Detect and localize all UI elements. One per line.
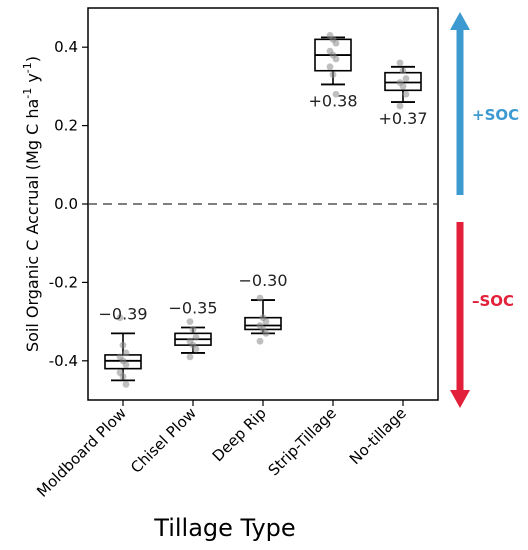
y-tick-label: -0.4	[49, 352, 78, 370]
data-point	[122, 349, 130, 357]
data-point	[122, 361, 130, 369]
x-tick-label: No-tillage	[346, 404, 410, 468]
data-point	[396, 102, 404, 110]
data-label: +0.38	[308, 91, 357, 110]
x-tick-label: Deep Rip	[209, 404, 270, 465]
data-point	[256, 337, 264, 345]
x-tick-label: Strip-Tillage	[265, 404, 340, 479]
y-axis-title: Soil Organic C Accrual (Mg C ha-1 y-1)	[21, 56, 42, 352]
soc-indicators: +SOC –SOC	[450, 12, 519, 408]
x-tick-label: Moldboard Plow	[33, 404, 130, 501]
data-point	[192, 333, 200, 341]
y-tick-label: -0.2	[49, 273, 78, 291]
data-point	[262, 318, 270, 325]
data-point	[329, 71, 337, 79]
data-point	[396, 59, 404, 67]
data-point	[399, 83, 407, 90]
data-point	[332, 39, 340, 47]
data-point	[119, 373, 127, 380]
data-point	[256, 294, 264, 302]
data-label: −0.39	[98, 304, 147, 323]
negative-soc-arrowhead	[450, 390, 470, 408]
data-point	[186, 353, 194, 361]
data-point	[402, 90, 410, 98]
negative-soc-label: –SOC	[472, 292, 514, 310]
data-point	[326, 63, 334, 71]
data-point	[332, 90, 340, 98]
data-point	[402, 75, 410, 82]
y-tick-label: 0.4	[54, 38, 78, 56]
box-group: −0.35	[168, 298, 218, 361]
data-label: −0.35	[168, 298, 217, 317]
box-group: −0.39	[98, 304, 148, 388]
y-tick-label: 0.2	[54, 117, 78, 135]
positive-soc-label: +SOC	[472, 106, 519, 124]
data-point	[122, 380, 130, 388]
data-point	[186, 318, 194, 325]
y-tick-label: 0.0	[54, 195, 78, 213]
data-point	[116, 314, 124, 322]
y-ticks: -0.4 -0.2 0.0 0.2 0.4	[49, 38, 88, 370]
positive-soc-arrowhead	[450, 12, 470, 30]
data-point	[189, 326, 197, 333]
data-point	[192, 345, 200, 353]
box-group: +0.37	[378, 59, 428, 128]
data-label: +0.37	[378, 109, 427, 128]
data-point	[332, 55, 340, 63]
data-label: −0.30	[238, 271, 287, 290]
x-tick-label: Chisel Plow	[127, 404, 200, 477]
box-group: +0.38	[308, 32, 358, 110]
data-point	[399, 67, 407, 75]
box-group: −0.30	[238, 271, 288, 345]
data-point	[262, 329, 270, 337]
box-series: −0.39 −0.35 −0.30 +0.38 +0.37	[98, 32, 428, 388]
data-point	[119, 341, 127, 349]
x-axis-title: Tillage Type	[153, 514, 295, 542]
